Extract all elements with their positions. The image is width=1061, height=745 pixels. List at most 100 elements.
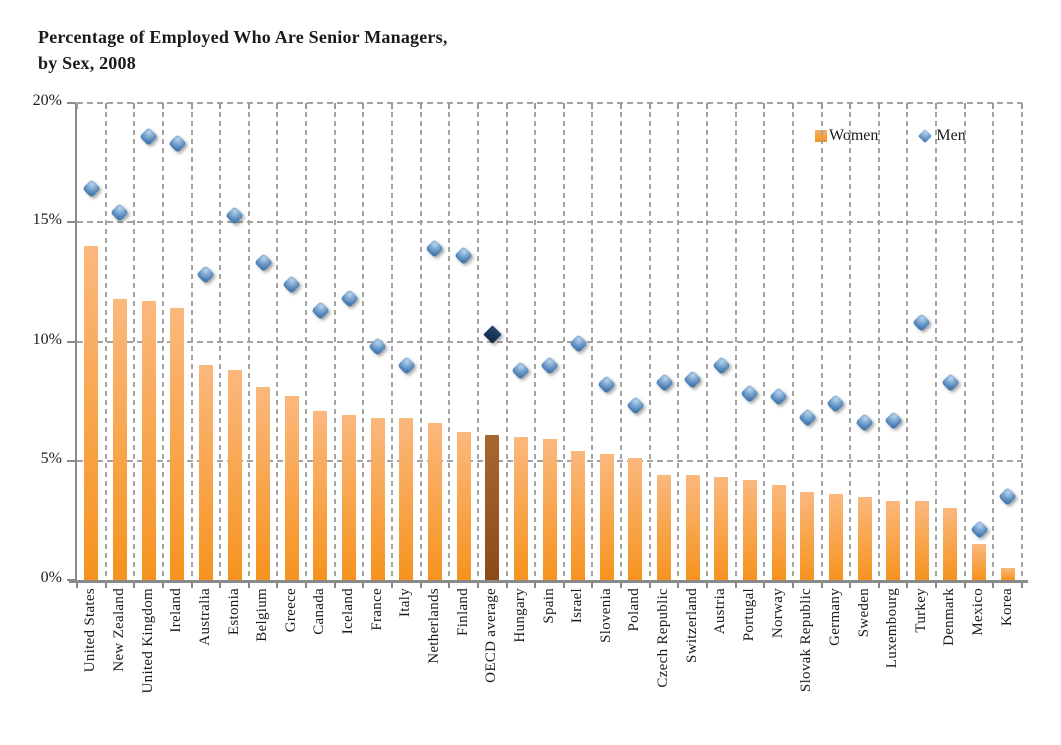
men-diamond-icon [826,394,846,413]
diamond-men-22 [712,356,731,375]
gridline-v-20 [648,103,651,580]
x-axis-tick-31 [963,583,966,588]
top-border-tick-27 [849,103,852,109]
x-axis-label-19: Poland [626,588,643,632]
x-axis-label-9: Iceland [340,588,357,635]
top-border-tick-17 [562,103,565,109]
top-border-tick-7 [276,103,279,109]
x-axis-label-30: Denmark [941,588,958,646]
diamond-men-13 [454,246,473,265]
top-border-tick-2 [133,103,136,109]
bar-women-13 [456,432,471,580]
top-border-tick-1 [104,103,107,109]
top-border-tick-11 [391,103,393,109]
gridline-v-3 [161,103,164,580]
bar-women-6 [256,386,271,580]
x-axis-tick-8 [305,583,308,588]
y-axis-tick-15 [67,221,76,224]
y-axis-tick-5 [67,459,76,462]
y-axis-label-5: 5% [40,449,62,467]
x-axis-label-1: New Zealand [110,588,127,672]
y-axis-line [75,103,77,582]
x-axis-tick-0 [76,583,78,588]
x-axis-tick-32 [992,583,995,588]
top-border-tick-30 [935,103,938,109]
diamond-men-25 [798,408,817,428]
y-axis-label-20: 20% [32,92,62,109]
diamond-men-11 [397,356,416,375]
men-diamond-icon [998,487,1017,506]
top-border-tick-19 [620,103,623,109]
bar-women-29 [914,501,929,580]
diamond-men-0 [82,179,101,199]
top-border-tick-15 [505,103,508,109]
gridline-v-26 [820,103,823,580]
x-axis-tick-5 [219,583,222,588]
x-axis-tick-4 [190,583,193,588]
top-border-tick-26 [820,103,823,109]
bar-oecd-average [485,434,500,580]
men-diamond-icon [540,356,559,375]
chart-title: Percentage of Employed Who Are Senior Ma… [38,24,448,76]
top-border-tick-9 [333,103,336,109]
bar-women-7 [284,396,299,580]
x-axis-label-27: Sweden [855,588,872,638]
gridline-v-14 [476,103,479,580]
men-diamond-icon [282,275,301,294]
men-diamond-icon [568,334,588,354]
gridline-v-7 [276,103,279,580]
y-axis-tick-0 [67,579,76,581]
x-axis-tick-28 [877,583,880,588]
gridline-h-10 [77,340,1022,343]
x-axis-tick-29 [906,583,909,588]
x-axis-tick-22 [706,583,708,588]
diamond-men-7 [282,275,301,294]
x-axis-label-14: OECD average [483,588,500,683]
x-axis-label-8: Canada [311,588,328,635]
top-border-tick-22 [706,103,708,109]
bar-women-12 [427,422,442,580]
bar-women-0 [84,246,99,580]
men-diamond-icon [425,239,445,258]
x-axis-label-6: Belgium [254,588,271,642]
top-border-tick-3 [161,103,164,109]
x-axis-tick-2 [133,583,136,588]
x-axis-label-23: Portugal [740,588,757,642]
x-axis-label-12: Netherlands [425,588,442,664]
gridline-v-16 [534,103,537,580]
bar-women-19 [628,458,643,580]
bar-women-24 [771,484,786,580]
x-axis-label-31: Mexico [970,588,987,636]
gridline-v-10 [362,103,365,580]
diamond-men-9 [339,289,359,308]
bar-women-21 [685,475,700,580]
gridline-v-21 [677,103,680,580]
top-border-tick-31 [963,103,966,109]
men-diamond-icon [883,411,903,430]
x-axis-label-4: Australia [196,588,213,646]
chart-title-line1: Percentage of Employed Who Are Senior Ma… [38,27,448,47]
gridline-v-12 [419,103,422,580]
top-border-tick-6 [247,103,250,109]
men-diamond-icon [798,408,817,428]
x-axis-tick-12 [419,583,422,588]
diamond-men-26 [826,394,846,413]
x-axis-label-21: Switzerland [683,588,700,663]
x-axis-tick-13 [448,583,451,588]
diamond-men-16 [540,356,559,375]
x-axis-tick-3 [161,583,164,588]
x-axis-label-29: Turkey [912,588,929,633]
men-diamond-icon [311,301,330,320]
y-axis-tick-10 [67,340,76,343]
x-axis-tick-27 [849,583,852,588]
diamond-men-6 [253,253,273,272]
men-diamond-icon [597,375,616,394]
x-axis-label-7: Greece [282,588,299,633]
top-border-tick-33 [1021,103,1023,109]
top-border-tick-25 [791,103,794,109]
men-diamond-icon [969,520,989,540]
gridline-v-6 [247,103,250,580]
diamond-men-12 [425,239,445,258]
diamond-oecd-average [483,325,502,344]
x-axis-tick-18 [591,583,594,588]
